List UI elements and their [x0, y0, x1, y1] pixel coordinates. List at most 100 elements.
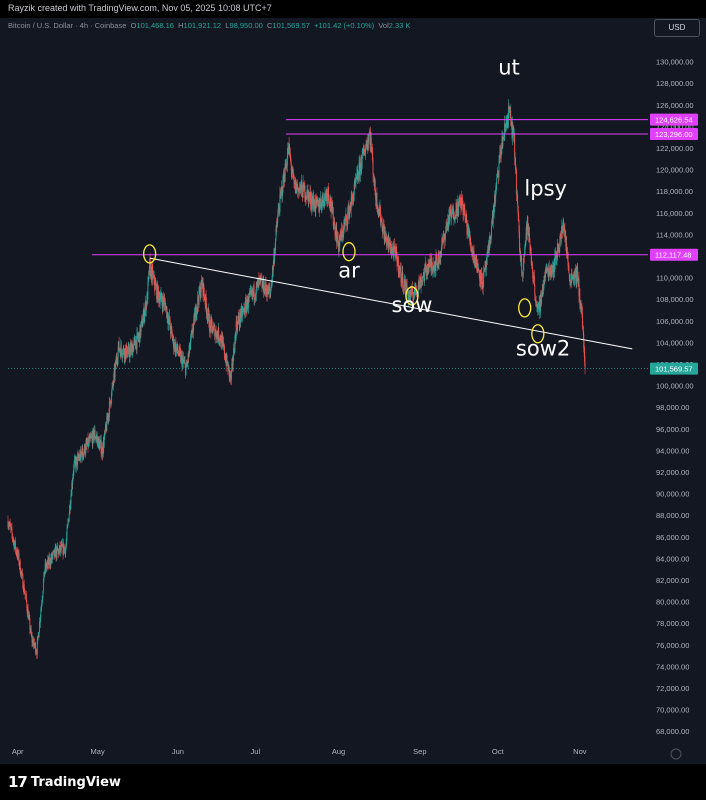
- candle-body: [403, 280, 405, 287]
- candle-body: [249, 291, 251, 294]
- candle-body: [435, 254, 437, 271]
- candle-body: [449, 210, 451, 212]
- candle-body: [99, 441, 101, 444]
- candle-body: [492, 210, 494, 223]
- candle-body: [577, 267, 579, 281]
- candle-body: [455, 202, 457, 216]
- price-tick-label: 82,000.00: [656, 576, 689, 585]
- candle-body: [239, 312, 241, 323]
- candle-body: [420, 282, 422, 288]
- candle-body: [293, 178, 295, 181]
- candle-body: [293, 172, 294, 179]
- candle-body: [166, 306, 168, 318]
- candle-body: [445, 232, 447, 235]
- candle-body: [270, 290, 272, 295]
- candle-body: [568, 265, 570, 274]
- candle-body: [171, 329, 173, 334]
- candle-body: [80, 449, 82, 460]
- candle-body: [339, 239, 341, 246]
- candle-body: [317, 199, 318, 203]
- candle-body: [60, 545, 62, 551]
- candle-body: [477, 262, 479, 271]
- candle-body: [280, 193, 282, 195]
- candle-body: [281, 187, 283, 197]
- candle-body: [24, 592, 26, 594]
- candle-body: [322, 192, 324, 202]
- candle-body: [233, 348, 235, 361]
- candle-body: [68, 513, 70, 522]
- candle-body: [417, 290, 419, 294]
- top-bar: Rayzik created with TradingView.com, Nov…: [0, 0, 706, 18]
- candle-body: [214, 325, 216, 339]
- candle-body: [308, 193, 310, 204]
- candle-body: [194, 312, 196, 323]
- candle-body: [448, 217, 450, 228]
- candle-body: [486, 252, 488, 265]
- candle-body: [77, 456, 78, 466]
- candle-body: [480, 272, 482, 285]
- candle-body: [210, 319, 212, 332]
- candle-body: [435, 254, 437, 259]
- candle-body: [310, 191, 311, 205]
- candle-body: [371, 149, 373, 151]
- candle-body: [70, 504, 71, 510]
- candlestick-chart[interactable]: 68,000.00 70,000.00 72,000.00 74,000.00 76,0…: [0, 0, 706, 764]
- candle-body: [518, 215, 520, 222]
- candle-body: [72, 473, 74, 480]
- candle-body: [80, 449, 82, 454]
- candle-body: [415, 291, 417, 295]
- candle-body: [491, 225, 492, 237]
- candle-body: [134, 338, 136, 346]
- highlight-circle: [405, 286, 419, 306]
- candle-body: [160, 292, 162, 299]
- candle-body: [381, 221, 383, 231]
- candle-body: [298, 189, 300, 195]
- candle-body: [184, 361, 186, 364]
- candle-body: [365, 144, 367, 148]
- candle-body: [528, 227, 530, 237]
- candle-body: [485, 263, 487, 270]
- price-level-label: 112,117.48: [655, 251, 691, 260]
- candle-body: [345, 218, 346, 221]
- candle-body: [268, 286, 270, 291]
- candle-body: [505, 123, 507, 125]
- candle-body: [27, 608, 29, 619]
- tradingview-logo[interactable]: 17 TradingView: [8, 773, 121, 791]
- candle-body: [548, 267, 550, 271]
- currency-button[interactable]: USD: [654, 19, 700, 37]
- candle-body: [301, 187, 303, 197]
- candle-body: [496, 177, 498, 184]
- candle-body: [105, 424, 106, 432]
- candle-body: [126, 356, 128, 358]
- candle-body: [422, 276, 424, 282]
- candle-body: [529, 241, 531, 251]
- candle-body: [102, 441, 104, 454]
- candle-body: [470, 244, 472, 247]
- candle-body: [411, 286, 413, 294]
- price-tick-label: 122,000.00: [656, 144, 694, 153]
- time-tick-label: May: [91, 747, 105, 756]
- candle-body: [525, 232, 527, 241]
- candle-body: [560, 229, 562, 240]
- candle-body: [141, 318, 143, 328]
- candle-body: [424, 267, 426, 281]
- candle-body: [242, 310, 244, 312]
- candle-body: [177, 351, 179, 354]
- candle-body: [421, 280, 423, 281]
- candle-body: [254, 296, 256, 300]
- candle-body: [321, 199, 323, 207]
- time-axis: Apr May Jun Jul Aug Sep Oct Nov: [12, 747, 682, 760]
- candle-body: [303, 182, 304, 184]
- candle-body: [288, 143, 290, 154]
- candle-body: [163, 299, 165, 306]
- candle-body: [122, 349, 124, 355]
- candle-body: [203, 293, 205, 299]
- candle-body: [459, 196, 461, 202]
- candle-body: [40, 610, 42, 618]
- candle-body: [46, 563, 48, 566]
- candle-body: [29, 618, 31, 630]
- candle-body: [187, 363, 189, 364]
- annotation-label: sow: [391, 293, 432, 317]
- candle-body: [499, 151, 501, 158]
- candle-body: [290, 162, 292, 171]
